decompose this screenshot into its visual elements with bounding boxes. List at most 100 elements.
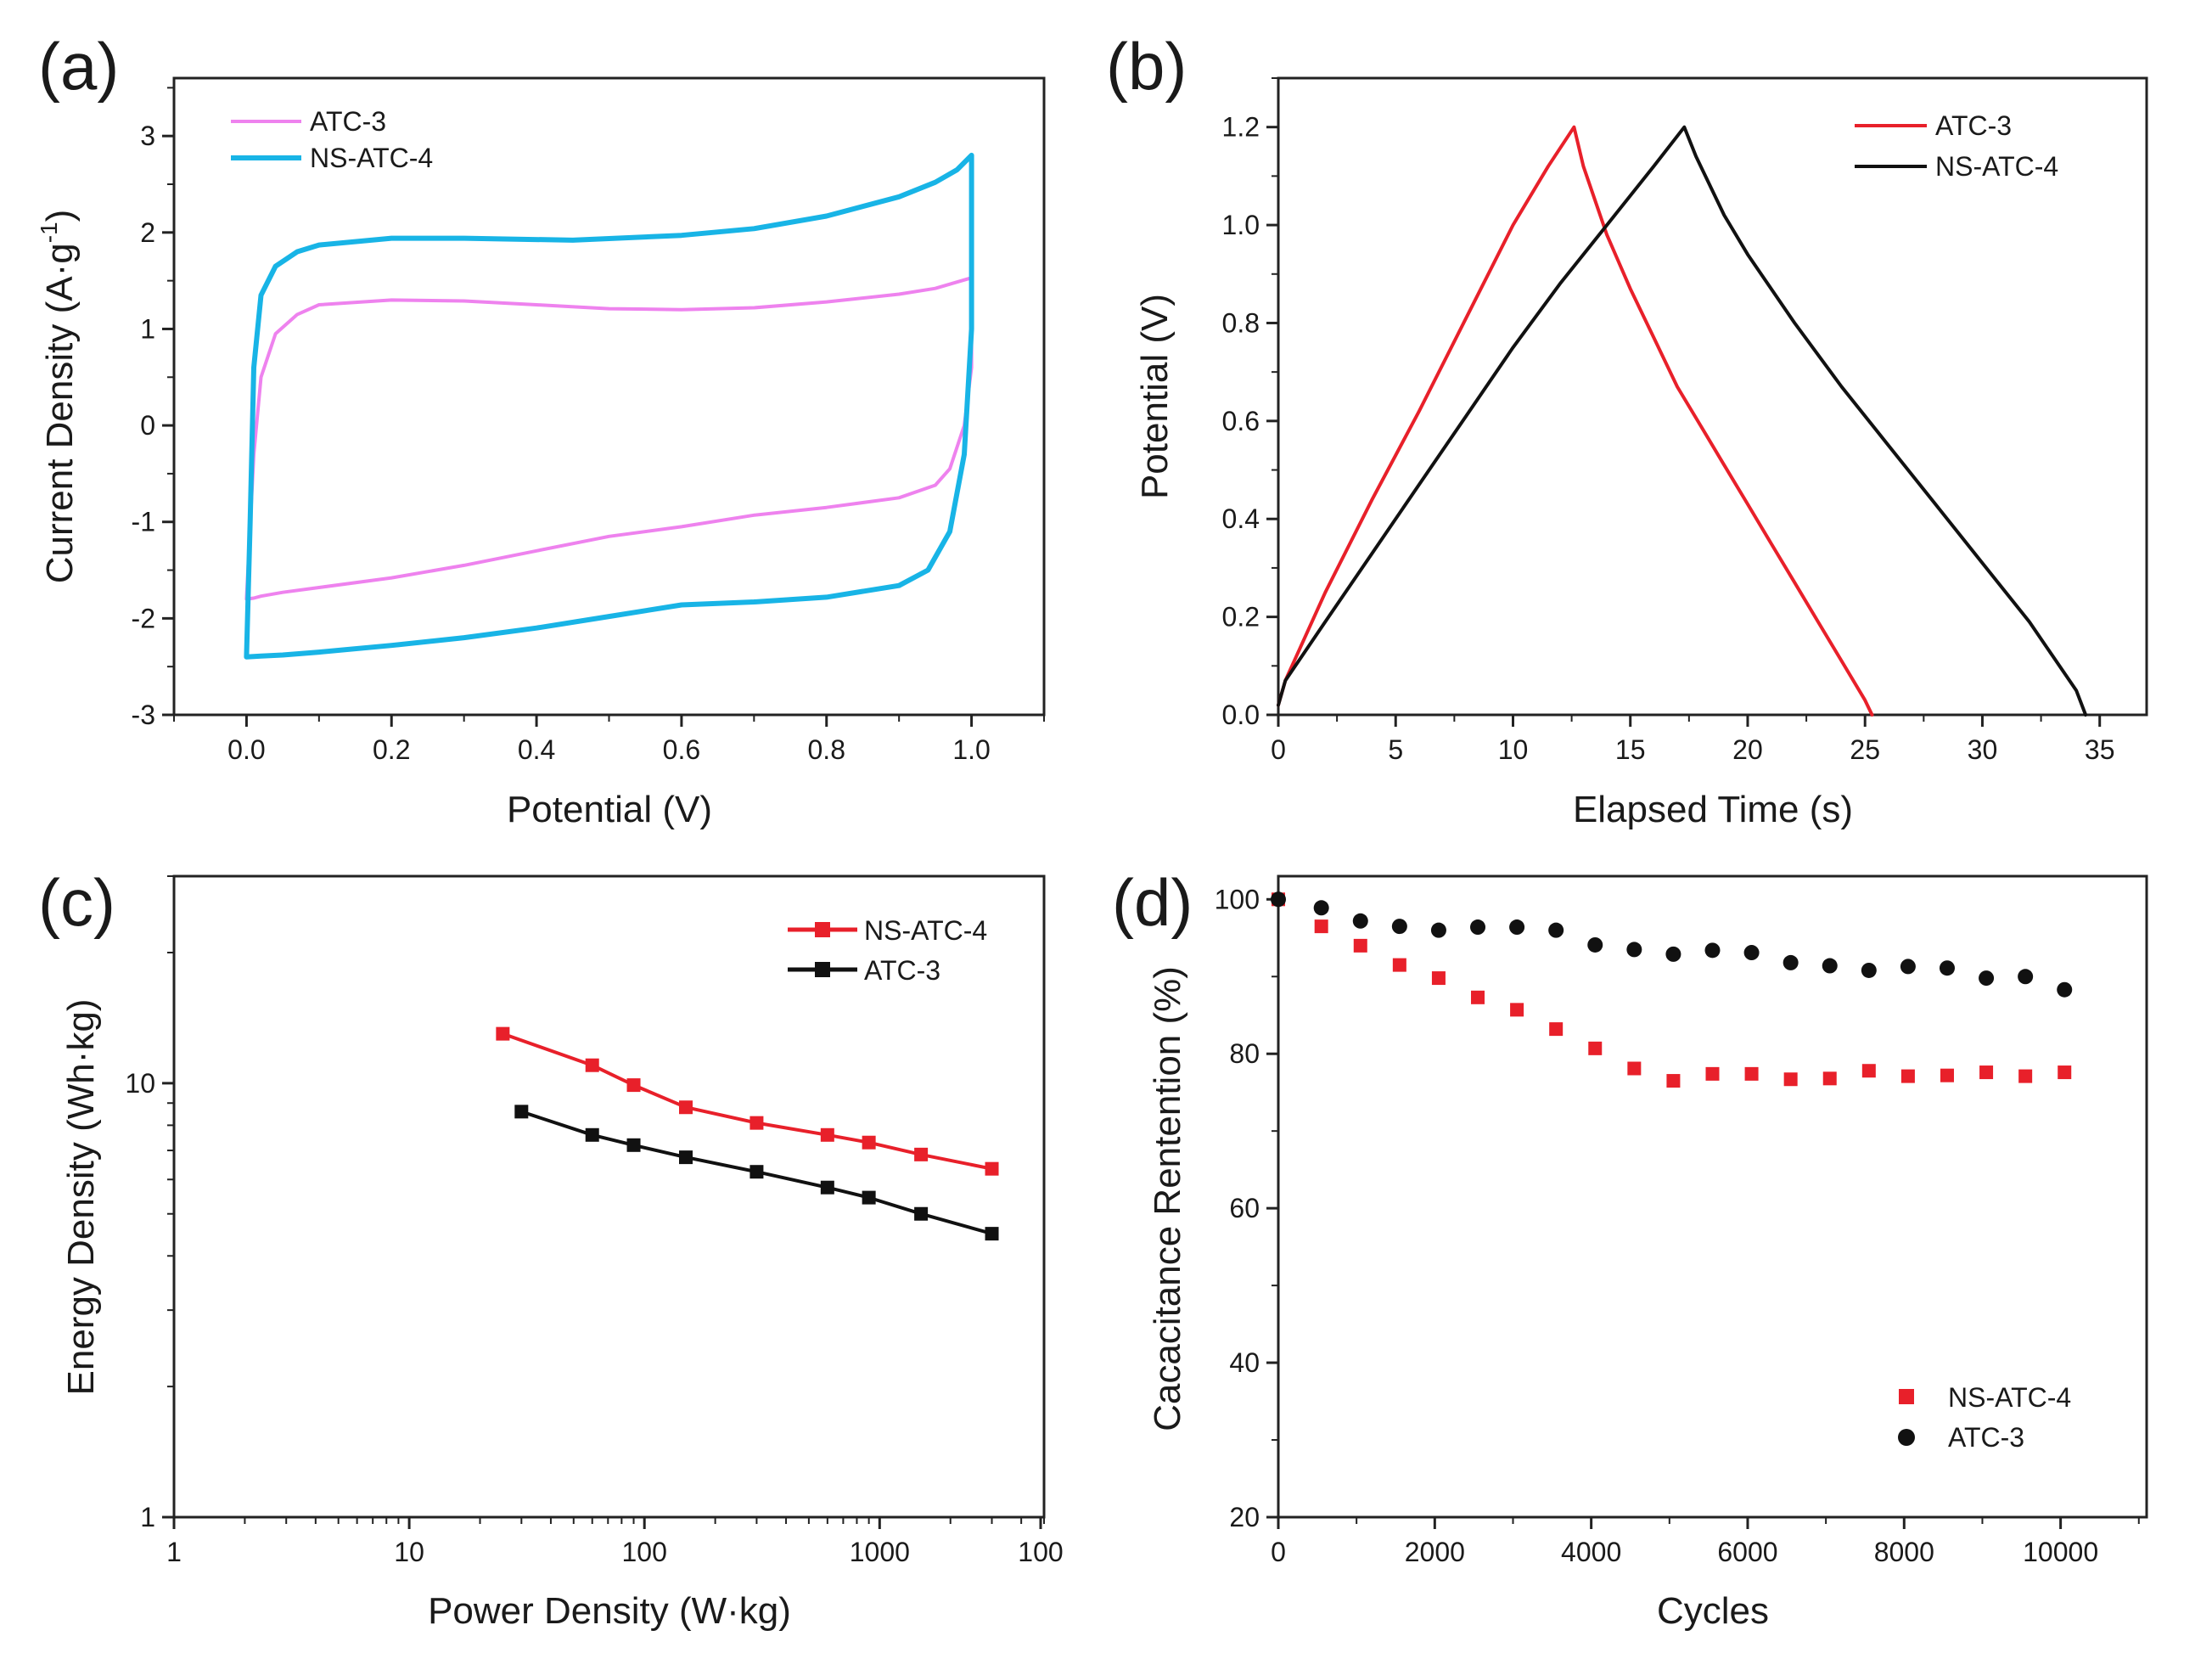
data-point-atc-3 <box>1704 942 1721 959</box>
legend-a: ATC-3 NS-ATC-4 <box>231 106 433 173</box>
x-tick-label: 8000 <box>1874 1537 1934 1567</box>
y-tick-label: -3 <box>132 700 155 730</box>
x-tick-label: 1000 <box>850 1537 910 1567</box>
y-axis-title-a-main: Current Density (A·g <box>39 243 81 583</box>
x-axis-title-d: Cycles <box>1657 1590 1769 1632</box>
series-line-ns-atc-4 <box>244 152 974 660</box>
plot-frame-a <box>172 76 1046 717</box>
data-point-ns-atc-4 <box>914 1147 929 1161</box>
data-point-ns-atc-4 <box>1627 1061 1642 1076</box>
series-line-ns-atc-4 <box>1277 125 2088 717</box>
legend-marker-c-1 <box>815 962 830 977</box>
data-point-atc-3 <box>1861 962 1877 978</box>
y-tick-label: 1.0 <box>1222 210 1260 240</box>
data-point-atc-3 <box>1783 954 1799 970</box>
y-axis-title-a-sup: -1 <box>36 222 62 243</box>
plot-frame-c <box>172 874 1046 1519</box>
x-tick-label: 1.0 <box>952 734 990 765</box>
x-tick-label: 100 <box>1018 1537 1063 1567</box>
data-point-ns-atc-4 <box>585 1058 599 1072</box>
y-tick-label: 10 <box>125 1068 155 1099</box>
data-point-atc-3 <box>1587 936 1603 953</box>
legend-label-b-1: NS-ATC-4 <box>1935 151 2058 182</box>
data-point-atc-3 <box>985 1227 999 1241</box>
data-point-ns-atc-4 <box>1549 1022 1564 1037</box>
y-axis-title-a: Current Density (A·g-1) <box>36 210 81 584</box>
y-tick-label: 80 <box>1229 1038 1260 1069</box>
y-tick-label: 1.2 <box>1222 112 1260 143</box>
data-point-atc-3 <box>585 1127 599 1142</box>
data-point-atc-3 <box>2018 969 2034 985</box>
y-tick-label: 1 <box>140 313 155 344</box>
legend-d: NS-ATC-4 ATC-3 <box>1898 1382 2071 1453</box>
x-tick-label: 0.0 <box>227 734 265 765</box>
panel-label-b: (b) <box>1106 29 1187 104</box>
data-point-atc-3 <box>1822 958 1838 974</box>
data-point-atc-3 <box>1743 945 1760 961</box>
data-point-atc-3 <box>1430 922 1446 938</box>
data-point-atc-3 <box>514 1105 529 1119</box>
series-line-atc-3 <box>1277 125 1874 717</box>
y-tick-label: 100 <box>1215 884 1260 914</box>
panel-label-c: (c) <box>38 865 115 940</box>
data-point-ns-atc-4 <box>1940 1068 1954 1082</box>
data-point-atc-3 <box>1548 922 1564 938</box>
panel-c: (c) 1 10 100 1000 100 1 10 Power Density (W·kg… <box>38 865 1064 1632</box>
x-tick-label: 20 <box>1732 734 1763 765</box>
x-tick-label: 2000 <box>1405 1537 1465 1567</box>
data-point-ns-atc-4 <box>1392 958 1406 972</box>
x-tick-label: 4000 <box>1561 1537 1621 1567</box>
legend-c: NS-ATC-4 ATC-3 <box>788 915 987 986</box>
data-point-ns-atc-4 <box>1510 1003 1524 1017</box>
panel-label-a: (a) <box>38 29 119 104</box>
data-point-ns-atc-4 <box>626 1078 641 1093</box>
legend-label-c-0: NS-ATC-4 <box>864 915 987 946</box>
legend-b: ATC-3 NS-ATC-4 <box>1855 110 2058 182</box>
y-axis-title-b: Potential (V) <box>1134 294 1176 499</box>
data-point-atc-3 <box>1352 913 1368 929</box>
x-tick-label: 0 <box>1271 1537 1286 1567</box>
series-line-atc-3 <box>244 276 974 601</box>
data-point-ns-atc-4 <box>1744 1066 1759 1081</box>
data-point-ns-atc-4 <box>1314 919 1328 934</box>
y-axis-title-a-close: ) <box>39 210 81 222</box>
y-tick-label: 0.2 <box>1222 602 1260 633</box>
x-tick-label: 0.8 <box>808 734 845 765</box>
plot-frame-d <box>1277 874 2148 1519</box>
legend-label-d-1: ATC-3 <box>1948 1422 2024 1453</box>
data-point-ns-atc-4 <box>1822 1071 1837 1086</box>
legend-marker-d-1 <box>1898 1429 1915 1446</box>
x-tick-label: 30 <box>1968 734 1998 765</box>
data-point-atc-3 <box>1470 919 1486 936</box>
data-point-atc-3 <box>2057 981 2073 998</box>
data-point-atc-3 <box>1271 891 1286 908</box>
data-point-ns-atc-4 <box>820 1127 834 1142</box>
y-tick-label: 3 <box>140 121 155 151</box>
data-point-ns-atc-4 <box>1666 1074 1681 1088</box>
x-axis-title-b: Elapsed Time (s) <box>1573 789 1853 830</box>
y-tick-label: 0.6 <box>1222 406 1260 436</box>
data-point-ns-atc-4 <box>862 1135 876 1150</box>
x-tick-label: 1 <box>166 1537 182 1567</box>
x-tick-label: 10 <box>1498 734 1529 765</box>
ticks-d: 0 2000 4000 6000 8000 10000 20 40 60 80 100 <box>1215 884 2140 1567</box>
data-point-ns-atc-4 <box>1979 1065 1994 1080</box>
plot-frame-b <box>1277 76 2148 717</box>
y-tick-label: 20 <box>1229 1502 1260 1532</box>
y-tick-label: 0 <box>140 410 155 441</box>
y-tick-label: 1 <box>140 1502 155 1532</box>
data-point-ns-atc-4 <box>749 1116 764 1130</box>
data-point-atc-3 <box>1391 919 1407 935</box>
x-tick-label: 25 <box>1850 734 1880 765</box>
panel-b: (b) 0 5 10 15 20 25 30 350.00.20.40.60.81.01.2 … <box>1106 29 2148 830</box>
data-point-atc-3 <box>1313 900 1329 916</box>
data-point-atc-3 <box>1626 942 1642 958</box>
data-point-atc-3 <box>1939 960 1955 976</box>
ticks-a: 0.0 0.2 0.4 0.6 0.8 1.0 -3 -2 -1 0 1 2 3 <box>132 87 1045 765</box>
x-tick-label: 5 <box>1388 734 1403 765</box>
data-point-ns-atc-4 <box>1431 971 1446 986</box>
legend-label-b-0: ATC-3 <box>1935 110 2012 141</box>
x-tick-label: 6000 <box>1717 1537 1777 1567</box>
data-point-ns-atc-4 <box>1861 1064 1876 1078</box>
